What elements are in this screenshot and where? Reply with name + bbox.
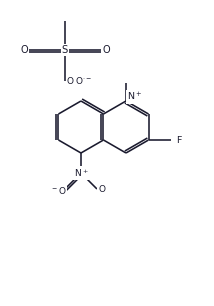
Text: O·⁻: O·⁻ <box>67 76 81 85</box>
Text: $^-$O: $^-$O <box>50 185 66 196</box>
Text: N$^+$: N$^+$ <box>127 91 143 103</box>
Text: O: O <box>102 45 110 55</box>
Text: O: O <box>98 185 106 195</box>
Text: F: F <box>176 136 181 144</box>
Text: S: S <box>62 45 68 55</box>
Text: N$^+$: N$^+$ <box>74 167 88 179</box>
Text: O: O <box>20 45 28 55</box>
Text: O$^{·-}$: O$^{·-}$ <box>75 74 92 85</box>
